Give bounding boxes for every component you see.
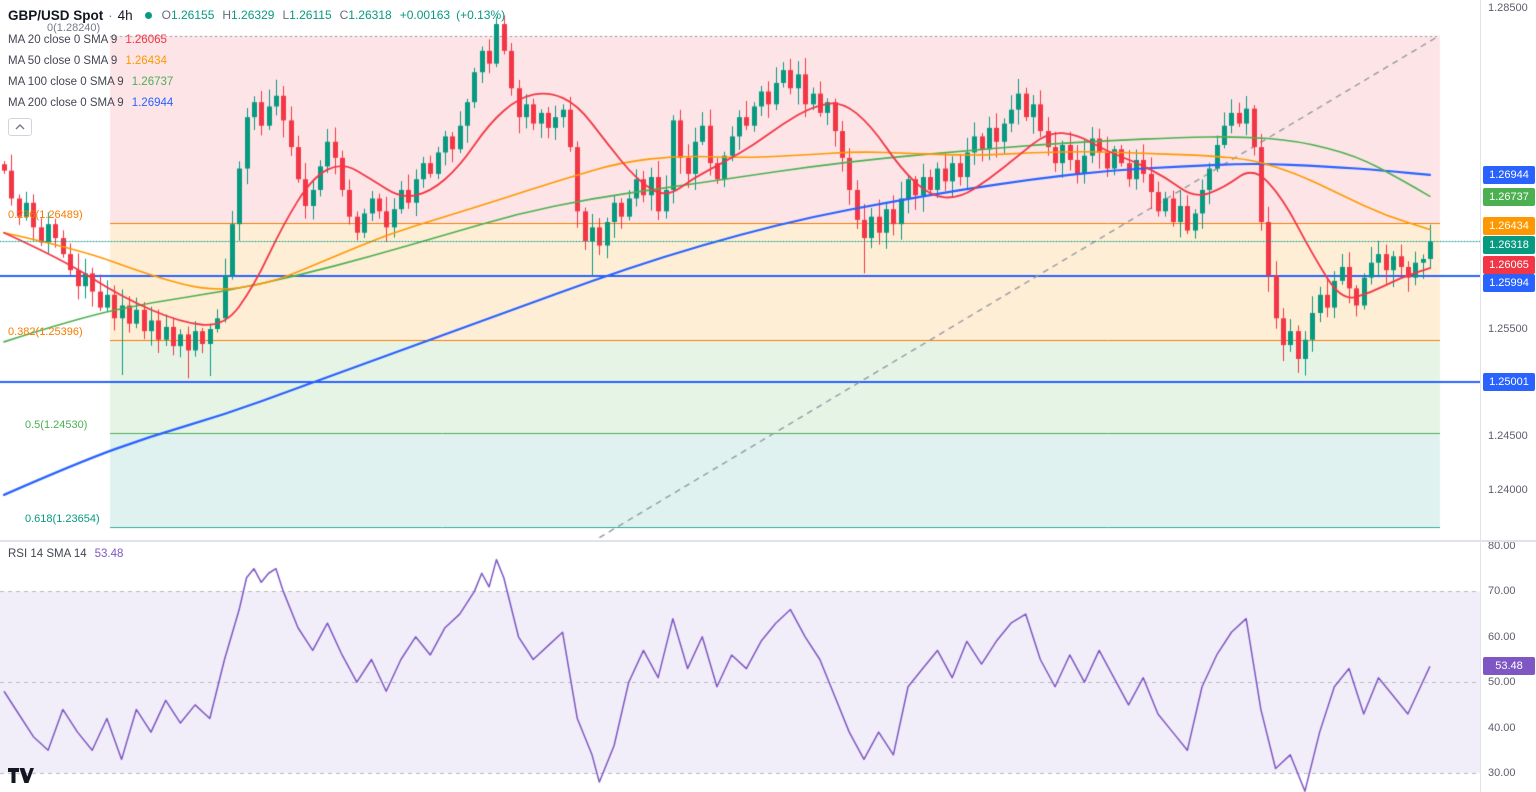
- pane-separator[interactable]: [0, 540, 1536, 542]
- collapse-indicators-button[interactable]: [8, 118, 32, 136]
- symbol-title-row: GBP/USD Spot · 4h O1.26155 H1.26329 L1.2…: [8, 4, 511, 26]
- price-axis-badge: 1.25994: [1483, 274, 1535, 293]
- high-value: 1.26329: [231, 8, 275, 22]
- price-axis-badge: 53.48: [1483, 657, 1535, 676]
- tradingview-logo-icon[interactable]: [8, 768, 34, 788]
- price-axis-label: 50.00: [1488, 676, 1516, 689]
- fib-level-label: 0.5(1.24530): [25, 418, 88, 431]
- price-axis-label: 40.00: [1488, 721, 1516, 734]
- rsi-legend[interactable]: RSI 14 SMA 14 53.48: [8, 548, 123, 560]
- change-value: +0.00163: [399, 8, 451, 22]
- indicator-legend-ma100[interactable]: MA 100 close 0 SMA 9 1.26737: [8, 74, 511, 89]
- price-axis-badge: 1.26737: [1483, 187, 1535, 206]
- title-separator: ·: [108, 7, 113, 23]
- price-axis-label: 60.00: [1488, 630, 1516, 643]
- ma200-value: 1.26944: [131, 96, 174, 109]
- rsi-value: 53.48: [94, 548, 124, 560]
- chevron-up-icon: [15, 124, 25, 130]
- open-label: O: [161, 8, 171, 22]
- price-axis-badge: 1.26944: [1483, 165, 1535, 184]
- fib-level-label: 0.382(1.25396): [8, 326, 83, 339]
- price-axis-badge: 1.26434: [1483, 217, 1535, 236]
- high-label: H: [222, 8, 232, 22]
- price-axis-label: 70.00: [1488, 585, 1516, 598]
- ma50-value: 1.26434: [125, 54, 167, 67]
- change-percent: (+0.13%): [456, 8, 506, 22]
- price-axis-label: 30.00: [1488, 767, 1516, 779]
- market-status-icon: [144, 11, 152, 19]
- close-label: C: [339, 8, 349, 22]
- ma200-label: MA 200 close 0 SMA 9: [8, 96, 124, 109]
- low-value: 1.26115: [289, 8, 332, 22]
- main-chart-canvas[interactable]: [0, 0, 1480, 540]
- interval-label[interactable]: 4h: [117, 7, 133, 23]
- ma20-value: 1.26065: [125, 33, 167, 46]
- ma100-value: 1.26737: [131, 75, 174, 88]
- price-axis-badge: 1.25001: [1483, 373, 1535, 392]
- price-axis-badge: 1.26065: [1483, 255, 1535, 274]
- low-label: L: [282, 8, 290, 22]
- open-value: 1.26155: [170, 8, 215, 22]
- ohlc-values: O1.26155 H1.26329 L1.26115 C1.26318 +0.0…: [162, 8, 511, 22]
- indicator-legend-ma20[interactable]: MA 20 close 0 SMA 9 1.26065: [8, 32, 511, 47]
- chart-legend: GBP/USD Spot · 4h O1.26155 H1.26329 L1.2…: [8, 4, 511, 136]
- indicator-legend-ma50[interactable]: MA 50 close 0 SMA 9 1.26434: [8, 53, 511, 68]
- rsi-pane[interactable]: RSI 14 SMA 14 53.48: [0, 542, 1480, 792]
- price-axis-badge: 1.26318: [1483, 236, 1535, 255]
- ma100-label: MA 100 close 0 SMA 9: [8, 75, 124, 88]
- price-axis-label: 1.25500: [1488, 323, 1528, 336]
- indicator-legend-ma200[interactable]: MA 200 close 0 SMA 9 1.26944: [8, 95, 511, 110]
- ma20-label: MA 20 close 0 SMA 9: [8, 33, 118, 46]
- fib-level-label: 0.236(1.26489): [8, 209, 83, 222]
- price-axis-label: 1.24500: [1488, 430, 1528, 443]
- close-value: 1.26318: [348, 8, 392, 22]
- rsi-chart-canvas[interactable]: [0, 542, 1480, 792]
- price-pane[interactable]: 0(1.28240) 0.236(1.26489) 0.382(1.25396) 0.…: [0, 0, 1480, 540]
- ma50-label: MA 50 close 0 SMA 9: [8, 54, 118, 67]
- price-axis[interactable]: 1.28500 1.25500 1.24500 1.24000 1.26944 1.267…: [1480, 0, 1536, 792]
- price-axis-label: 1.28500: [1488, 2, 1528, 15]
- price-axis-label: 80.00: [1488, 540, 1516, 552]
- rsi-label: RSI 14 SMA 14: [8, 548, 87, 560]
- fib-level-label: 0.618(1.23654): [25, 512, 100, 525]
- symbol-title[interactable]: GBP/USD Spot: [8, 7, 104, 23]
- fib-level-label: 0(1.28240): [47, 21, 101, 34]
- price-axis-label: 1.24000: [1488, 483, 1528, 496]
